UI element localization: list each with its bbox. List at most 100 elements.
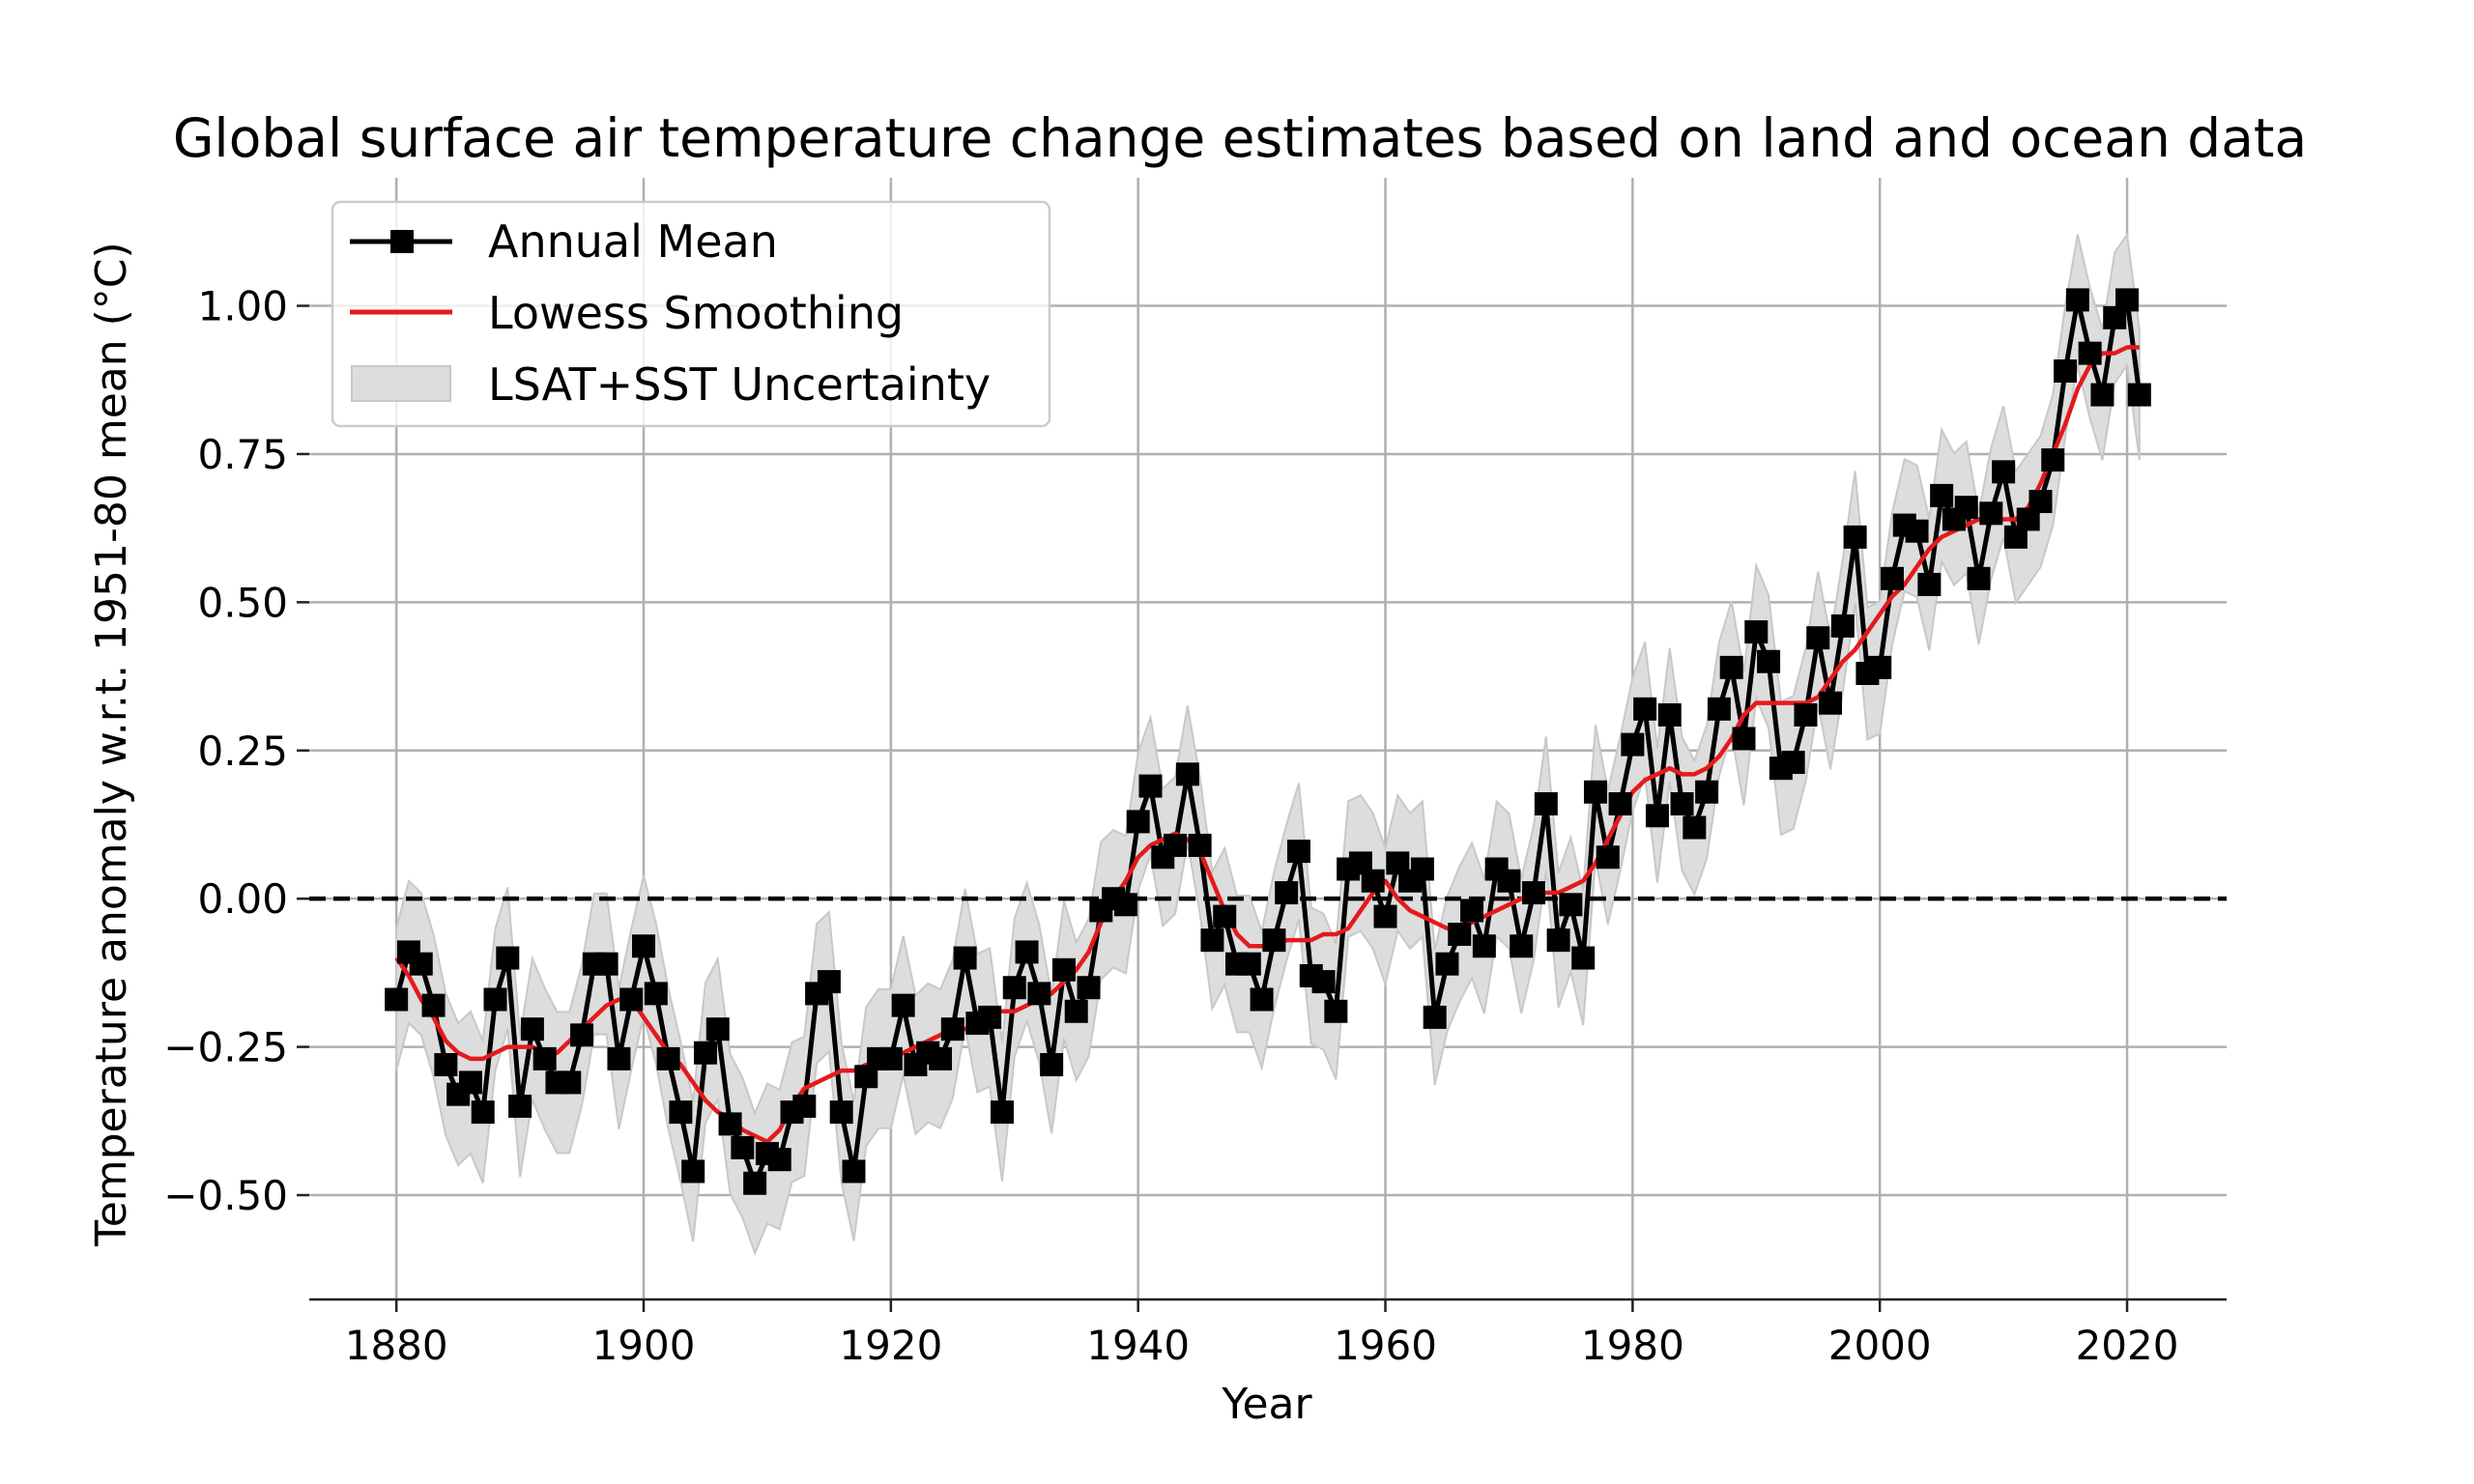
y-tick-label: −0.50 <box>163 1172 288 1219</box>
series-group <box>385 288 2151 1195</box>
annual-mean-marker <box>1200 928 1224 953</box>
annual-mean-marker <box>1546 928 1570 953</box>
legend-annual-mean-marker-icon <box>390 230 414 253</box>
annual-mean-marker <box>594 952 618 976</box>
annual-mean-line <box>393 297 2143 1186</box>
annual-mean-marker <box>1324 999 1348 1023</box>
legend-frame <box>331 200 1051 428</box>
annual-mean-marker <box>1559 893 1583 917</box>
annual-mean-marker <box>978 1005 1002 1029</box>
annual-mean-marker <box>458 1070 482 1095</box>
annual-mean-marker <box>1373 904 1397 928</box>
annual-mean-marker <box>1410 857 1434 881</box>
annual-mean-marker <box>1051 957 1076 982</box>
annual-mean-marker <box>1583 780 1607 804</box>
annual-mean-marker <box>842 1159 866 1184</box>
annual-mean-marker <box>1250 987 1274 1012</box>
annual-mean-marker <box>1967 566 1991 590</box>
annual-mean-marker <box>2090 383 2114 407</box>
annual-mean-marker <box>792 1094 817 1118</box>
annual-mean-marker <box>421 993 446 1017</box>
annual-mean-marker <box>1992 460 2016 484</box>
annual-mean-marker <box>929 1046 953 1070</box>
y-tick-label: −0.25 <box>163 1024 288 1071</box>
annual-mean-marker <box>558 1070 582 1095</box>
legend-label-uncertainty: LSAT+SST Uncertainty <box>488 358 991 411</box>
y-tick-label: 0.50 <box>197 579 288 626</box>
annual-mean-marker <box>1435 952 1459 976</box>
annual-mean-marker <box>1905 519 1929 543</box>
annual-mean-marker <box>1064 999 1088 1023</box>
annual-mean-marker <box>1077 976 1101 1000</box>
annual-mean-marker <box>1954 496 1978 520</box>
annual-mean-marker <box>2028 490 2053 514</box>
annual-mean-marker <box>1460 899 1484 923</box>
annual-mean-marker <box>705 1017 730 1042</box>
annual-mean-marker <box>1670 792 1694 815</box>
legend-uncertainty-patch-icon <box>351 365 451 402</box>
annual-mean-marker <box>1237 952 1261 976</box>
legend-label-annual-mean: Annual Mean <box>488 215 778 268</box>
annual-mean-marker <box>1522 881 1546 905</box>
annual-mean-marker <box>2041 448 2065 472</box>
annual-mean-marker <box>1015 940 1039 964</box>
annual-mean-marker <box>1744 620 1769 644</box>
annual-mean-marker <box>607 1046 631 1070</box>
annual-mean-marker <box>1113 893 1137 917</box>
annual-mean-marker <box>1608 792 1632 815</box>
annual-mean-marker <box>1423 1005 1447 1029</box>
annual-mean-marker <box>1868 655 1892 679</box>
annual-mean-marker <box>1164 833 1188 857</box>
annual-mean-marker <box>1732 727 1756 751</box>
annual-mean-marker <box>1843 525 1867 549</box>
annual-mean-marker <box>1534 792 1558 815</box>
y-tick-label: 0.25 <box>197 728 288 775</box>
annual-mean-marker <box>1880 566 1904 590</box>
x-tick-label: 1880 <box>345 1322 448 1369</box>
annual-mean-marker <box>1830 614 1855 638</box>
axes-group <box>297 304 2227 1312</box>
annual-mean-marker <box>1472 934 1496 958</box>
annual-mean-marker <box>434 1053 458 1076</box>
legend: Annual Mean Lowess Smoothing LSAT+SST Un… <box>331 200 1051 428</box>
annual-mean-marker <box>878 1046 903 1070</box>
annual-mean-marker <box>1138 774 1163 798</box>
annual-mean-marker <box>1175 762 1199 786</box>
annual-mean-marker <box>669 1100 693 1125</box>
annual-mean-marker <box>1002 976 1026 1000</box>
annual-mean-marker <box>508 1094 532 1118</box>
annual-mean-marker <box>409 952 433 976</box>
annual-mean-marker <box>570 1023 594 1047</box>
annual-mean-marker <box>1695 780 1719 804</box>
tick-labels-group: 1880 1900 1920 1940 1960 1980 2000 2020 −0.50 −0.… <box>163 283 2178 1369</box>
x-tick-label: 2020 <box>2076 1322 2179 1369</box>
annual-mean-marker <box>731 1135 755 1159</box>
annual-mean-marker <box>632 934 656 958</box>
annual-mean-marker <box>2127 383 2151 407</box>
annual-mean-marker <box>693 1041 717 1065</box>
annual-mean-marker <box>2078 341 2102 365</box>
annual-mean-marker <box>1757 649 1781 673</box>
annual-mean-marker <box>1497 869 1521 893</box>
annual-mean-marker <box>1126 810 1150 834</box>
chart-title: Global surface air temperature change es… <box>173 107 2307 169</box>
annual-mean-marker <box>1596 845 1620 870</box>
annual-mean-marker <box>1188 833 1212 857</box>
x-tick-label: 1980 <box>1581 1322 1684 1369</box>
annual-mean-marker <box>656 1046 680 1070</box>
annual-mean-marker <box>1262 928 1286 953</box>
annual-mean-marker <box>1213 904 1237 928</box>
annual-mean-marker <box>1571 946 1596 970</box>
annual-mean-marker <box>1819 691 1843 715</box>
annual-mean-marker <box>385 987 409 1012</box>
annual-mean-marker <box>1448 923 1472 946</box>
annual-mean-marker <box>1781 751 1805 775</box>
x-tick-label: 2000 <box>1828 1322 1932 1369</box>
annual-mean-marker <box>1794 702 1818 727</box>
annual-mean-marker <box>2115 288 2140 312</box>
annual-mean-marker <box>891 993 915 1017</box>
annual-mean-marker <box>1510 934 1534 958</box>
annual-mean-marker <box>619 987 644 1012</box>
legend-label-lowess: Lowess Smoothing <box>488 287 904 339</box>
annual-mean-marker <box>940 1017 964 1042</box>
